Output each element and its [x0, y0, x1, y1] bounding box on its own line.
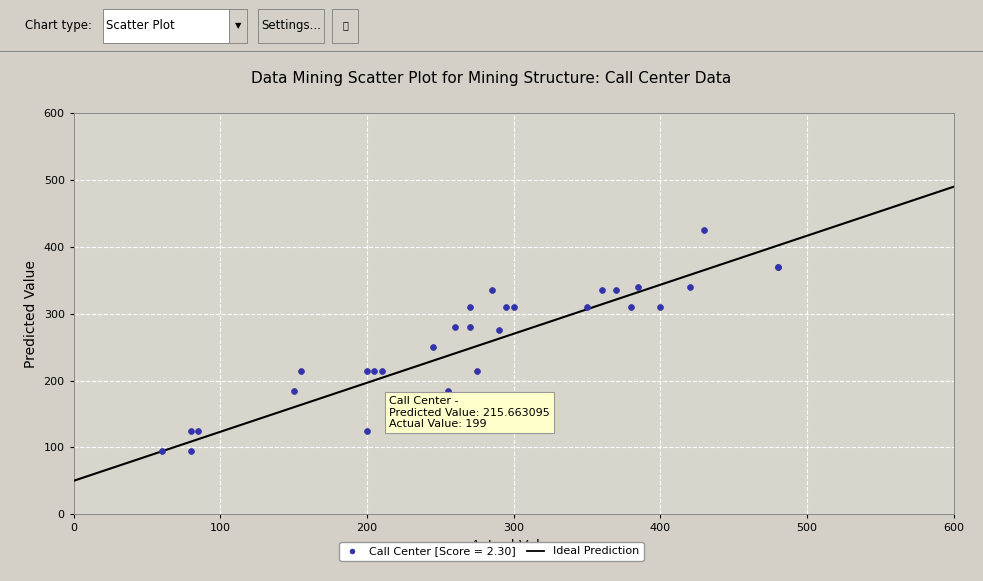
Point [682, 282, 698, 292]
Point [191, 426, 206, 435]
Text: Call Center -
Predicted Value: 215.663095
Actual Value: 199: Call Center - Predicted Value: 215.66309… [389, 396, 549, 429]
Point [608, 286, 624, 295]
Point [492, 326, 507, 335]
Point [374, 366, 389, 375]
Point [462, 302, 478, 311]
Point [770, 262, 785, 271]
Point [469, 366, 485, 375]
Point [359, 366, 375, 375]
Point [505, 302, 521, 311]
Y-axis label: Predicted Value: Predicted Value [24, 260, 38, 368]
X-axis label: Actual Value: Actual Value [471, 539, 556, 553]
Point [439, 386, 455, 395]
Text: Settings...: Settings... [261, 19, 320, 31]
Point [462, 322, 478, 332]
FancyBboxPatch shape [258, 9, 324, 43]
Text: Scatter Plot: Scatter Plot [106, 19, 175, 31]
Point [484, 286, 499, 295]
Text: Data Mining Scatter Plot for Mining Structure: Call Center Data: Data Mining Scatter Plot for Mining Stru… [252, 71, 731, 86]
Point [498, 302, 514, 311]
Point [630, 282, 646, 292]
FancyBboxPatch shape [332, 9, 358, 43]
Point [183, 426, 199, 435]
Point [359, 426, 375, 435]
Text: Chart type:: Chart type: [25, 19, 91, 31]
Point [286, 386, 302, 395]
Point [447, 322, 463, 332]
Point [367, 366, 382, 375]
Point [183, 446, 199, 456]
Point [425, 342, 440, 352]
Legend: Call Center [Score = 2.30], Ideal Prediction: Call Center [Score = 2.30], Ideal Predic… [339, 542, 644, 561]
Point [770, 262, 785, 271]
Point [594, 286, 609, 295]
Point [623, 302, 639, 311]
Point [153, 446, 169, 456]
FancyBboxPatch shape [229, 9, 247, 43]
Text: 🖼: 🖼 [342, 20, 348, 30]
Text: ▼: ▼ [235, 20, 241, 30]
Point [696, 225, 712, 235]
Point [653, 302, 668, 311]
Point [579, 302, 595, 311]
Point [293, 366, 309, 375]
FancyBboxPatch shape [103, 9, 236, 43]
